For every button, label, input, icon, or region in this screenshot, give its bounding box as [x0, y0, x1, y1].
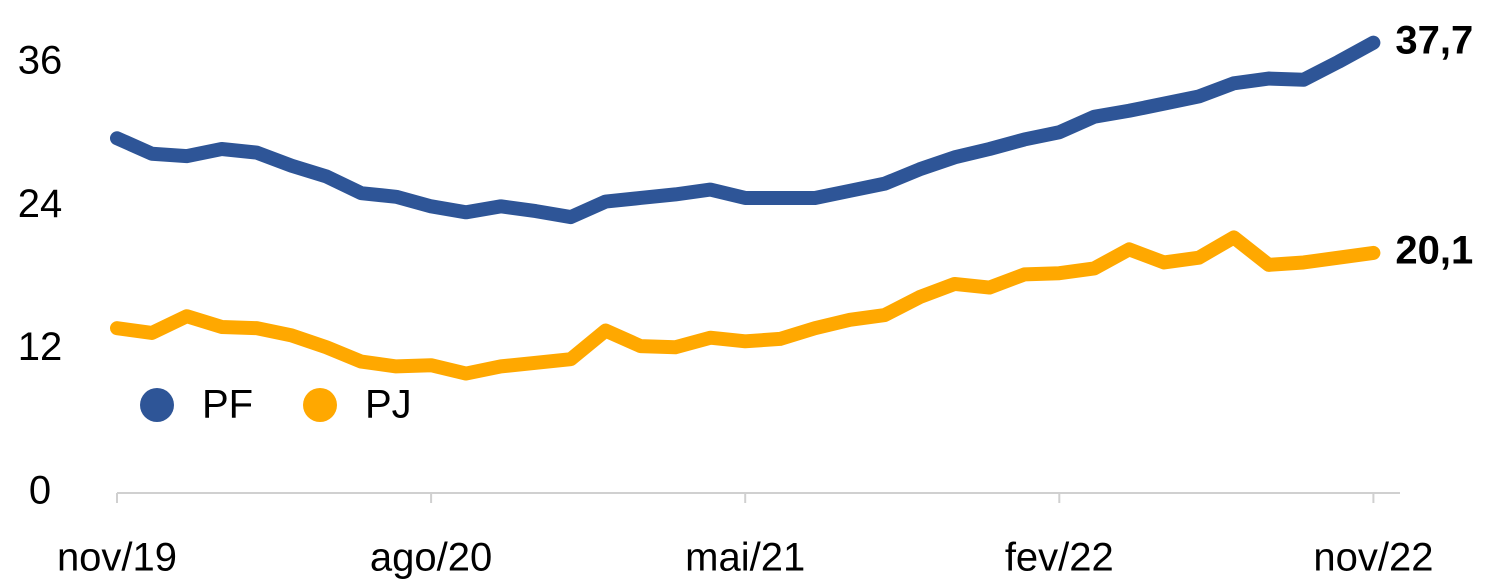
y-tick-label: 0: [29, 469, 51, 513]
x-tick-label: nov/19: [57, 536, 177, 580]
legend-marker: [140, 388, 174, 422]
x-tick-label: nov/22: [1313, 536, 1433, 580]
x-tick-label: fev/22: [1005, 536, 1114, 580]
y-tick-label: 24: [18, 182, 63, 226]
data-label: 37,7: [1395, 18, 1473, 62]
y-tick-label: 36: [18, 39, 63, 83]
legend-label: PF: [202, 383, 253, 427]
legend-label: PJ: [365, 383, 412, 427]
data-line: [110, 35, 1381, 225]
y-tick-label: 12: [18, 325, 63, 369]
x-tick-label: ago/20: [370, 536, 492, 580]
legend-marker: [303, 388, 337, 422]
data-line: [110, 230, 1381, 381]
x-tick-label: mai/21: [685, 536, 805, 580]
data-label: 20,1: [1395, 228, 1473, 272]
